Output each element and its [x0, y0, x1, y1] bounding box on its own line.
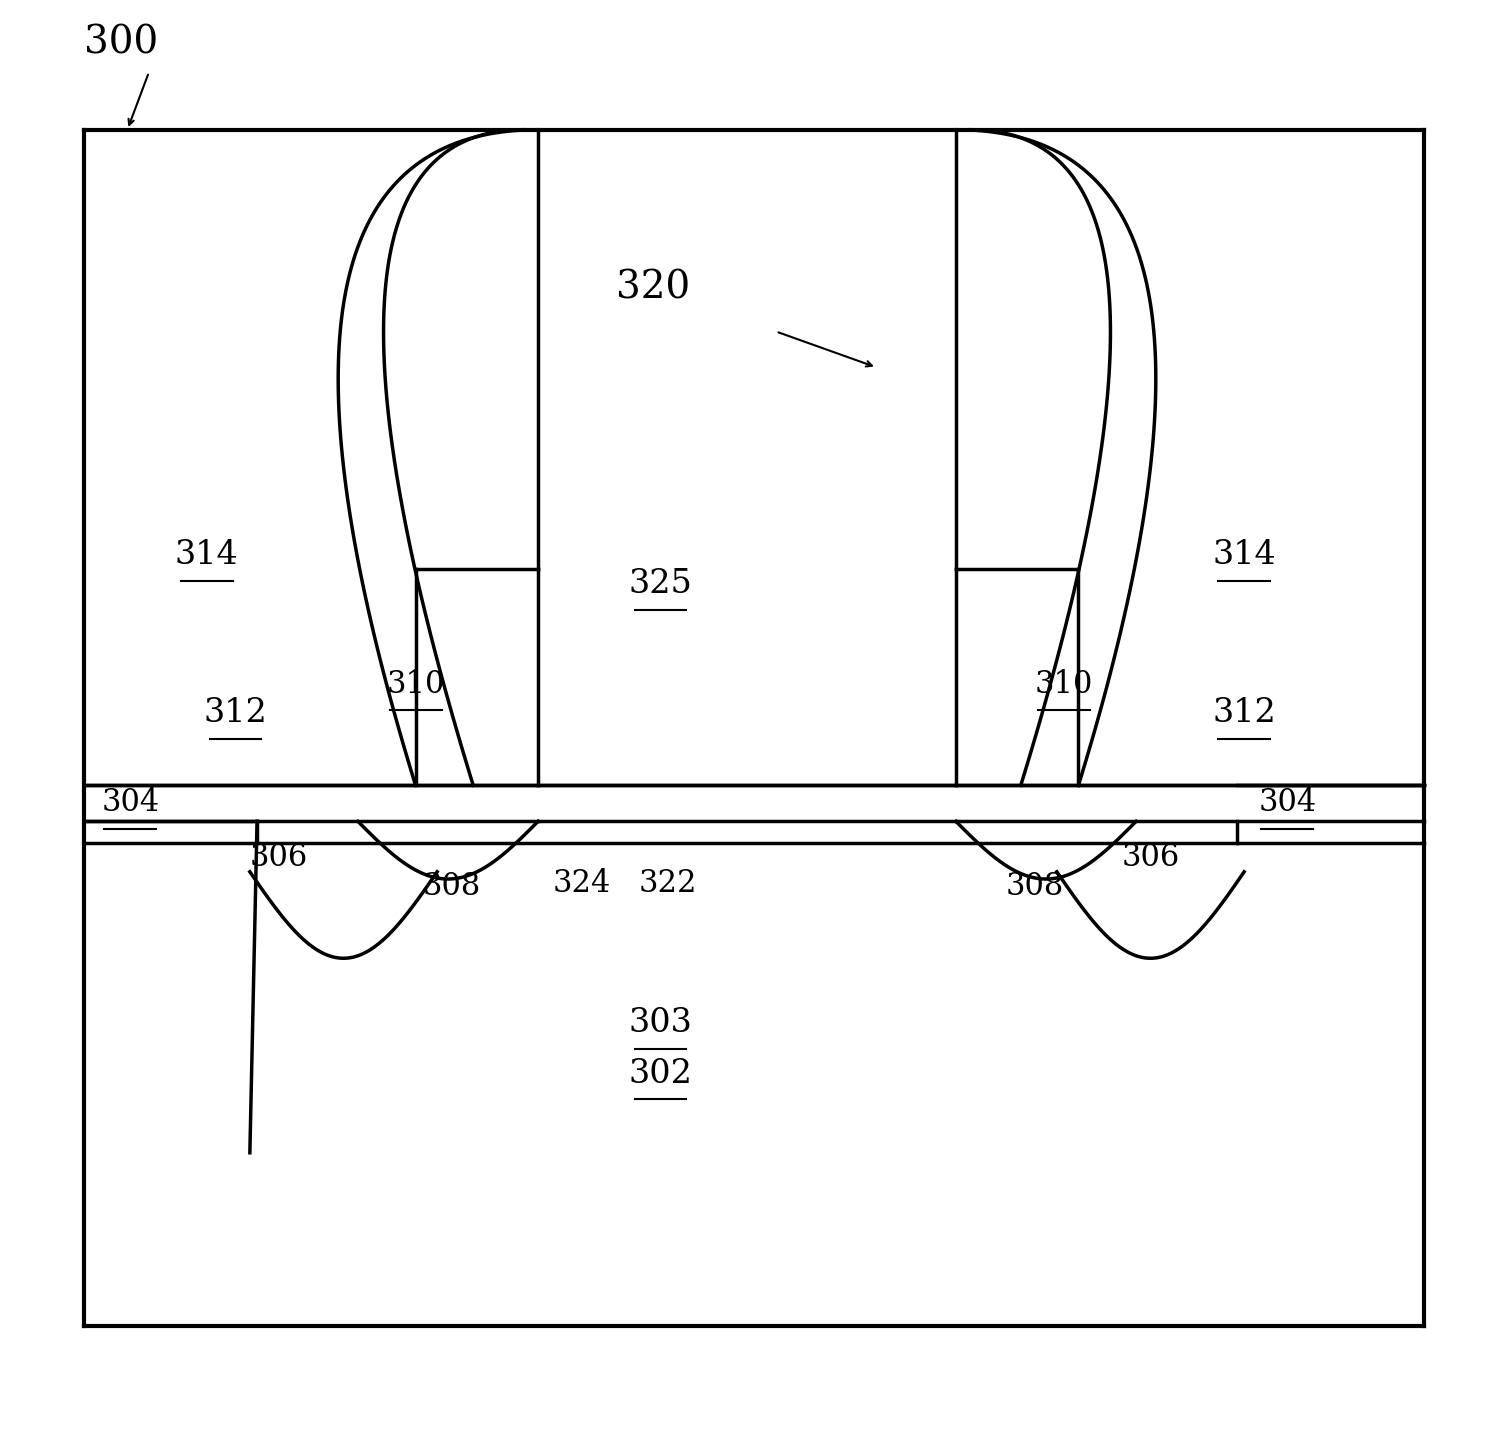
- Text: 320: 320: [616, 269, 690, 307]
- Text: 322: 322: [638, 867, 698, 899]
- Text: 306: 306: [1122, 842, 1180, 873]
- Text: 304: 304: [1258, 787, 1316, 818]
- Text: 310: 310: [387, 669, 445, 700]
- Text: 314: 314: [175, 539, 239, 571]
- Text: 304: 304: [102, 787, 160, 818]
- Text: 314: 314: [1212, 539, 1276, 571]
- Text: 310: 310: [1035, 669, 1094, 700]
- Text: 306: 306: [249, 842, 308, 873]
- Text: 300: 300: [84, 24, 158, 62]
- Text: 302: 302: [629, 1058, 693, 1089]
- Text: 312: 312: [1212, 697, 1276, 729]
- Text: 308: 308: [1005, 870, 1064, 902]
- Text: 303: 303: [629, 1007, 693, 1039]
- Text: 325: 325: [629, 568, 693, 599]
- Text: 308: 308: [423, 870, 481, 902]
- Text: 324: 324: [553, 867, 611, 899]
- Text: 312: 312: [203, 697, 267, 729]
